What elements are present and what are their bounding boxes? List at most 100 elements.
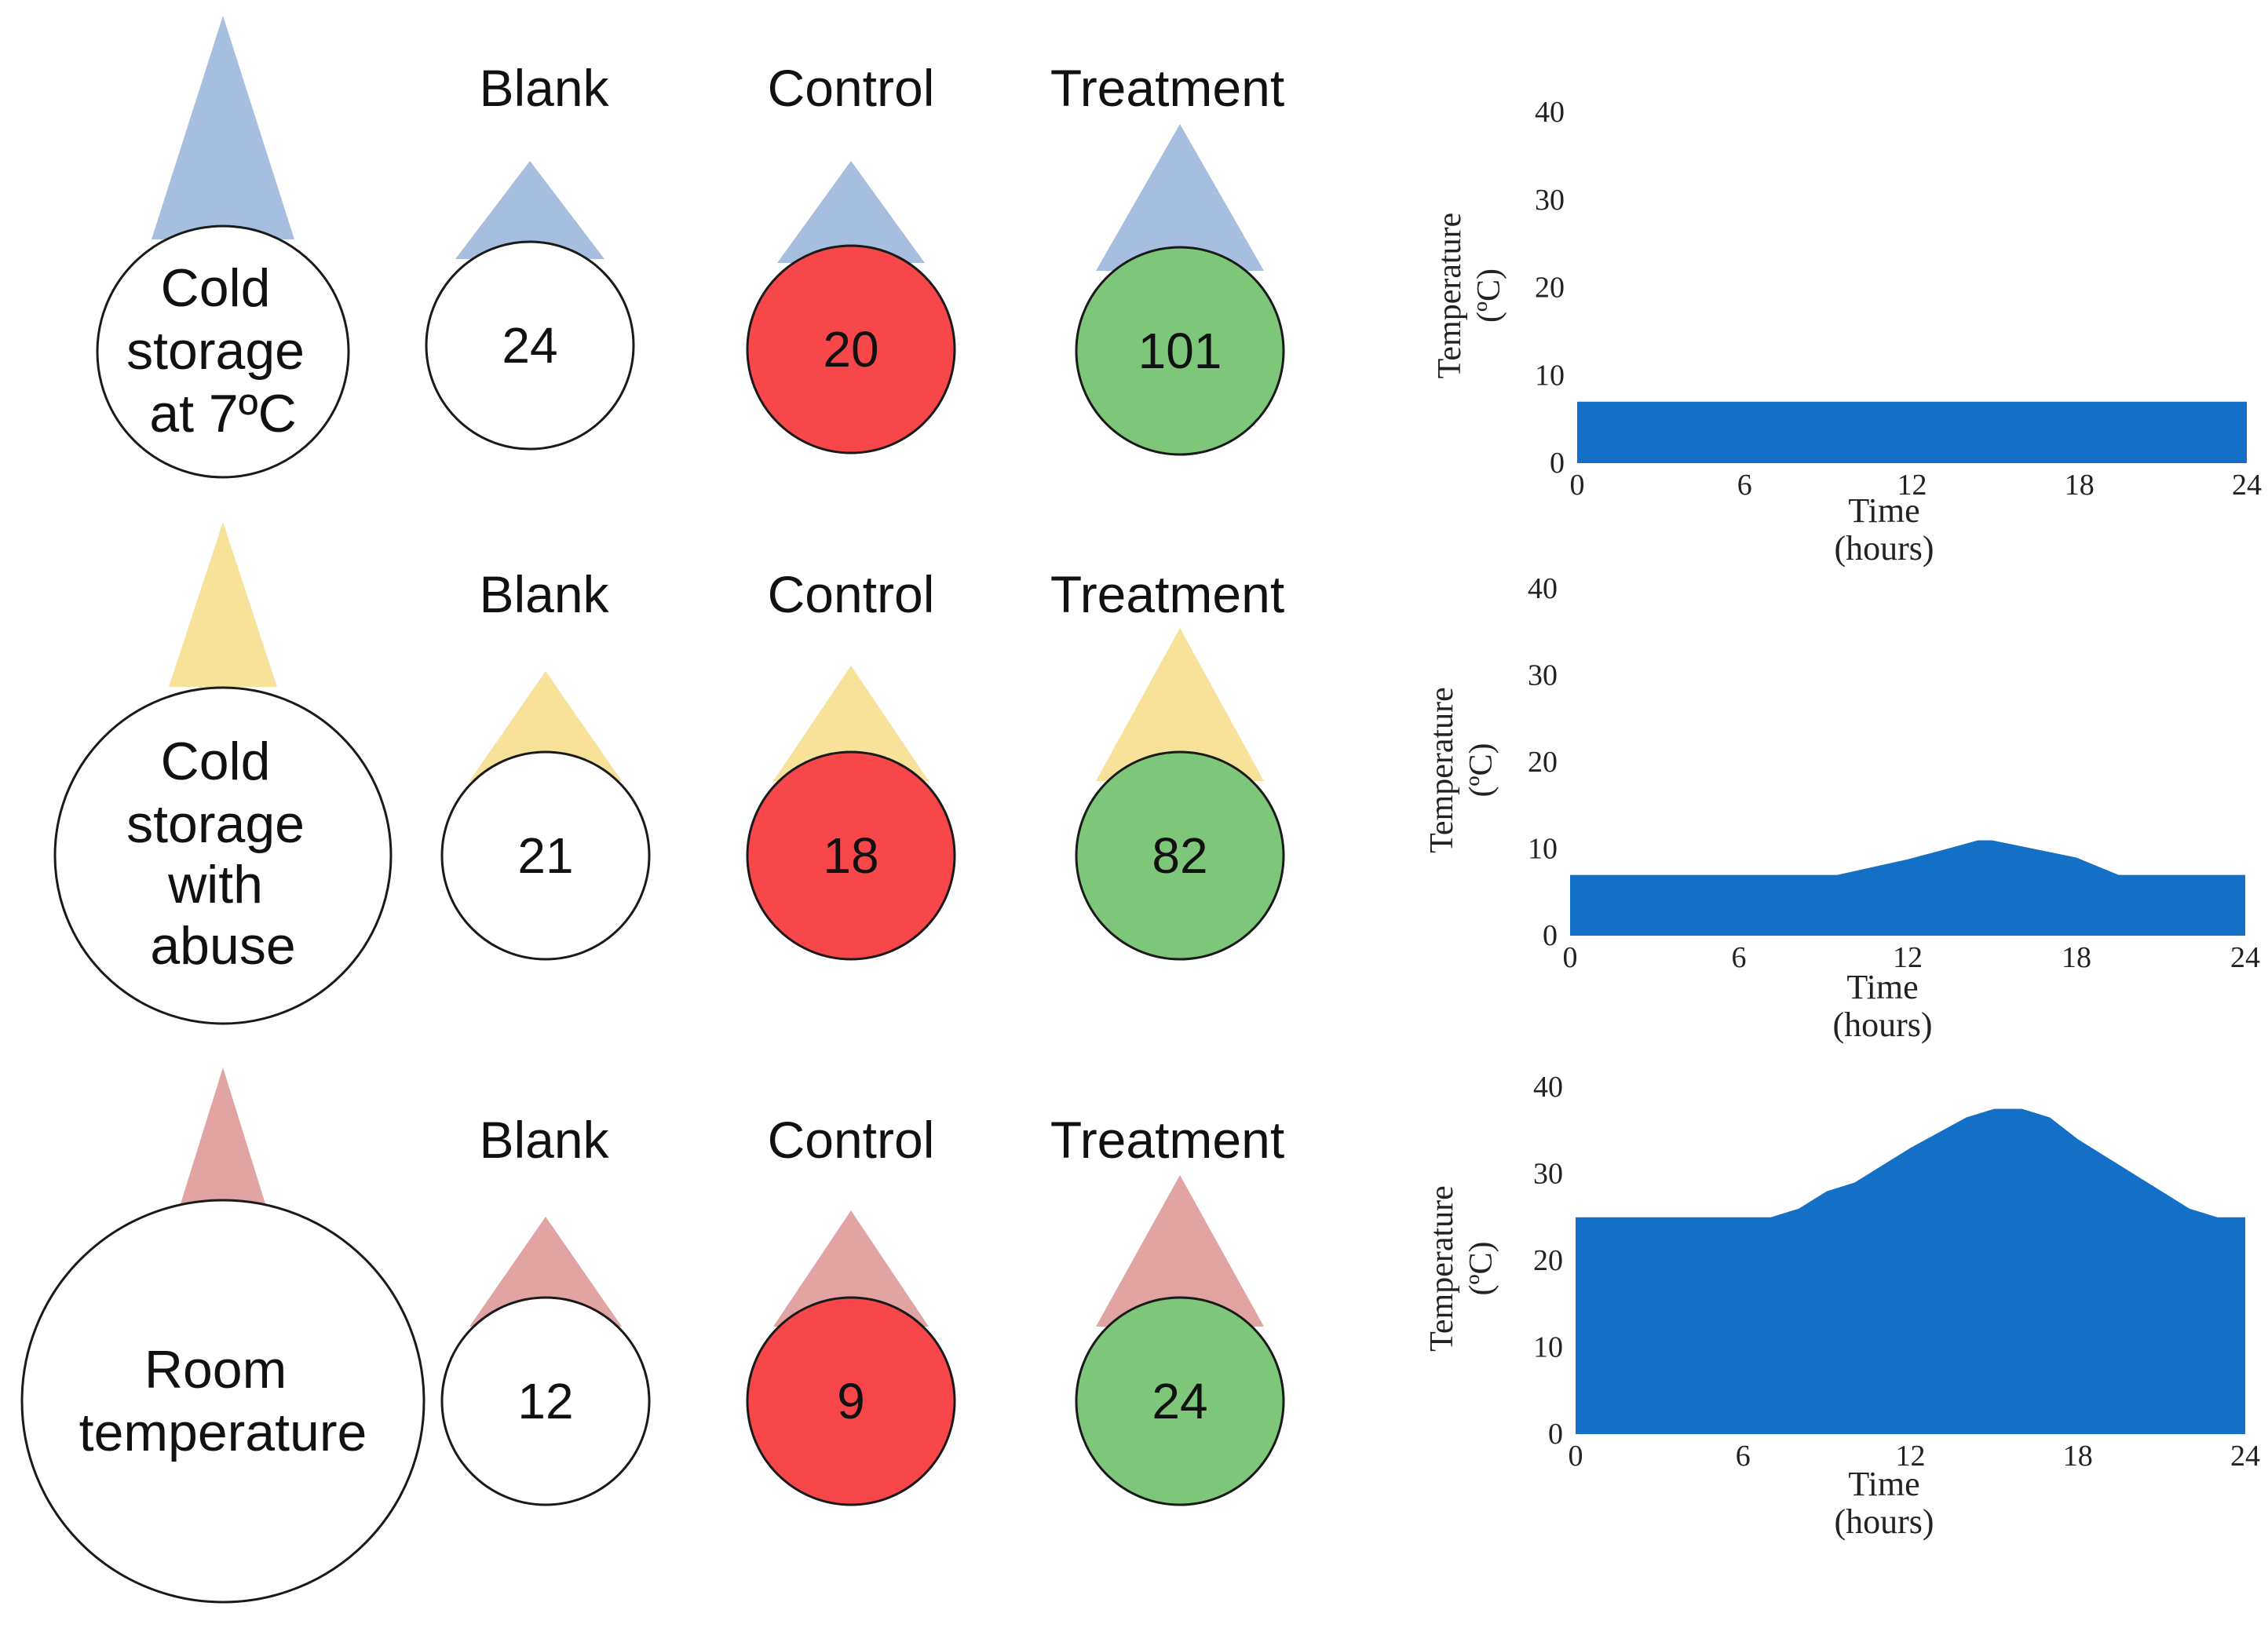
y-tick-label: 20 (1528, 746, 1558, 779)
condition-drop-tip-icon (179, 1068, 267, 1209)
condition-cold-storage-abuse: Cold storage with abuse (53, 522, 393, 1025)
control-count: 20 (823, 321, 878, 378)
blank-drop-tip-icon (469, 671, 622, 781)
y-tick-label: 10 (1528, 833, 1558, 866)
y-tick-label: 0 (1550, 447, 1565, 480)
y-axis-label: Temperature (1424, 687, 1460, 853)
treatment-drop-circle (1075, 246, 1285, 456)
temperature-chart-room-temperature: 0 10 20 30 40 0 6 12 18 24 Time(hours) Temperature(… (1424, 1071, 2260, 1541)
y-tick-label: 20 (1533, 1244, 1563, 1277)
control-drop-tip-icon (773, 666, 929, 781)
x-tick-label: 12 (1897, 469, 1927, 502)
control-drop-tip-icon (773, 1210, 929, 1327)
x-axis-label: (hours) (1834, 529, 1934, 568)
blank-sample: 21 (440, 671, 651, 961)
y-tick-label: 0 (1548, 1418, 1563, 1451)
control-count: 9 (837, 1373, 865, 1429)
temperature-area (1576, 1108, 2245, 1434)
y-tick-label: 40 (1535, 96, 1565, 129)
x-tick-label: 24 (2230, 941, 2260, 974)
y-axis-label: Temperature (1424, 1185, 1460, 1352)
x-tick-label: 24 (2232, 469, 2262, 502)
column-header-control: Control (768, 1111, 935, 1169)
column-header-blank: Blank (479, 1111, 609, 1169)
control-drop-circle (746, 750, 956, 961)
treatment-count: 82 (1152, 827, 1207, 884)
temperature-area (1577, 401, 2247, 463)
x-tick-label: 6 (1732, 941, 1747, 974)
treatment-drop-circle (1075, 1296, 1285, 1506)
condition-drop-tip-icon (169, 522, 277, 687)
treatment-sample: 82 (1075, 628, 1285, 961)
treatment-drop-tip-icon (1096, 628, 1264, 781)
control-count: 18 (823, 827, 878, 884)
x-tick-label: 18 (2063, 1440, 2093, 1473)
treatment-count: 24 (1152, 1373, 1207, 1429)
blank-drop-tip-icon (469, 1217, 622, 1327)
blank-count: 24 (502, 317, 557, 374)
condition-room-temperature: Room temperature (20, 1068, 425, 1604)
blank-count: 21 (517, 827, 573, 884)
y-tick-label: 0 (1543, 919, 1558, 952)
x-axis-label: Time (1848, 1465, 1919, 1503)
row-room-temperature: Room temperature Blank Control Treatment… (20, 1068, 2260, 1604)
treatment-count: 101 (1138, 323, 1222, 379)
x-tick-label: 0 (1570, 469, 1585, 502)
column-header-control: Control (768, 59, 935, 117)
y-axis-label: (ºC) (1463, 1241, 1499, 1295)
x-axis-label: (hours) (1832, 1006, 1932, 1044)
treatment-drop-tip-icon (1096, 124, 1264, 271)
y-tick-label: 40 (1533, 1071, 1563, 1104)
control-sample: 20 (746, 161, 956, 454)
y-tick-label: 10 (1533, 1331, 1563, 1364)
x-tick-label: 18 (2062, 941, 2091, 974)
row-cold-storage-abuse: Cold storage with abuse Blank Control Tr… (53, 522, 2260, 1044)
y-tick-label: 30 (1533, 1158, 1563, 1191)
condition-drop-tip-icon (152, 16, 294, 239)
temperature-chart-cold-storage: 0 10 20 30 40 0 6 12 18 24 Time(hours) Temperature(… (1432, 96, 2262, 568)
treatment-sample: 24 (1075, 1175, 1285, 1506)
x-tick-label: 12 (1896, 1440, 1926, 1473)
row-cold-storage: Cold storage at 7ºC Blank Control Treatm… (96, 16, 2262, 568)
control-sample: 9 (746, 1210, 956, 1506)
treatment-drop-circle (1075, 750, 1285, 961)
control-drop-circle (746, 1296, 956, 1506)
x-tick-label: 6 (1737, 469, 1752, 502)
column-header-treatment: Treatment (1050, 565, 1284, 623)
treatment-drop-tip-icon (1096, 1175, 1264, 1327)
x-axis-label: Time (1848, 491, 1919, 530)
column-header-treatment: Treatment (1050, 59, 1284, 117)
blank-count: 12 (517, 1373, 573, 1429)
y-axis-label: (ºC) (1463, 743, 1499, 797)
temperature-chart-cold-storage-abuse: 0 10 20 30 40 0 6 12 18 24 Time(hours) Temperature(… (1424, 572, 2260, 1044)
control-drop-circle (746, 244, 956, 454)
y-tick-label: 40 (1528, 572, 1558, 605)
column-header-treatment: Treatment (1050, 1111, 1284, 1169)
x-tick-label: 12 (1893, 941, 1923, 974)
x-tick-label: 0 (1569, 1440, 1583, 1473)
blank-sample: 12 (440, 1217, 651, 1506)
y-tick-label: 30 (1535, 184, 1565, 217)
control-sample: 18 (746, 666, 956, 961)
condition-circle (53, 686, 393, 1025)
y-axis-label: (ºC) (1471, 268, 1507, 323)
x-tick-label: 6 (1736, 1440, 1751, 1473)
column-header-blank: Blank (479, 59, 609, 117)
x-tick-label: 24 (2230, 1440, 2260, 1473)
column-header-control: Control (768, 565, 935, 623)
control-drop-tip-icon (777, 161, 925, 263)
condition-label: Cold storage with abuse (126, 732, 320, 976)
blank-drop-circle (440, 1296, 651, 1506)
column-header-blank: Blank (479, 565, 609, 623)
condition-label: Room temperature (79, 1340, 367, 1462)
y-tick-label: 20 (1535, 272, 1565, 305)
temperature-area (1570, 840, 2245, 936)
x-tick-label: 0 (1563, 941, 1578, 974)
blank-sample: 24 (425, 161, 635, 451)
y-tick-label: 10 (1535, 359, 1565, 392)
x-axis-label: Time (1846, 968, 1918, 1006)
condition-circle (20, 1199, 425, 1604)
y-axis-label: Temperature (1432, 213, 1468, 379)
blank-drop-circle (440, 750, 651, 961)
